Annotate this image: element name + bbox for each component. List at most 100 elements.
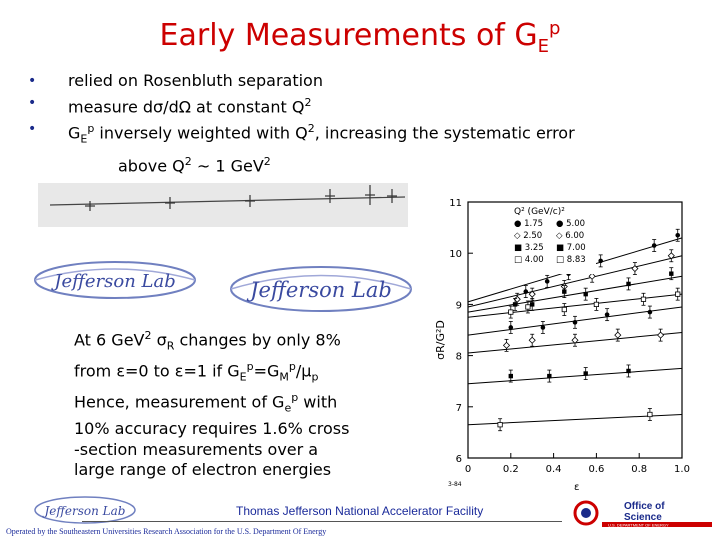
b3-sub: E	[80, 132, 88, 146]
logo-left-text: Jefferson Lab	[50, 271, 175, 292]
x-tick-label: 1.0	[674, 464, 690, 475]
y-axis-label: σR/G²D	[434, 320, 447, 360]
title-sub: E	[537, 36, 550, 57]
data-point	[572, 320, 578, 325]
b4-pre: above Q	[118, 156, 185, 176]
p1-post: changes by only 8%	[174, 330, 341, 350]
fit-line	[467, 367, 683, 385]
x-tick-label: 0	[465, 464, 471, 475]
legend-entry-right: ■ 7.00	[556, 243, 586, 253]
b3-sup: p	[87, 122, 95, 136]
data-point	[502, 341, 511, 349]
data-point	[528, 290, 536, 298]
b2-sup: 2	[304, 96, 312, 109]
x-tick-label: 0.4	[546, 464, 562, 475]
data-point	[571, 336, 579, 344]
bullet-3: • GEp inversely weighted with Q2, increa…	[28, 118, 668, 151]
data-point	[530, 302, 535, 307]
y-tick-label: 8	[456, 352, 462, 363]
footer-divider	[82, 521, 562, 522]
bullet-1-text: relied on Rosenbluth separation	[68, 71, 323, 90]
fit-line	[467, 413, 683, 426]
legend-entry-left: ◇ 2.50	[514, 231, 542, 241]
data-point	[598, 258, 603, 264]
data-point	[561, 306, 567, 313]
office-sub-text: U.S. DEPARTMENT OF ENERGY	[608, 522, 669, 527]
b3-g: G	[68, 123, 81, 143]
b2-post: at constant Q	[190, 97, 305, 117]
p2-sub1: E	[239, 370, 247, 384]
data-point	[508, 309, 514, 315]
data-point	[604, 312, 610, 317]
p1-pre: At 6 GeV	[74, 330, 145, 350]
data-point	[512, 302, 518, 307]
title-text: Early Measurements of G	[159, 18, 538, 53]
p3-sub: e	[284, 401, 292, 415]
strip-line	[49, 196, 406, 206]
plot-border	[467, 201, 683, 459]
p2-sup1: p	[246, 360, 254, 374]
office-top-text: Office of	[624, 501, 665, 512]
x-tick-label: 0.8	[631, 464, 647, 475]
legend-entry-left: □ 4.00	[514, 255, 544, 265]
data-point	[647, 411, 653, 418]
data-point	[631, 264, 639, 273]
legend-title: Q² (GeV/c)²	[514, 207, 565, 217]
data-point	[540, 325, 546, 330]
p2-post: /μ	[295, 361, 312, 381]
jefferson-lab-logo-center: Jefferson Lab	[230, 266, 412, 312]
strip-points	[85, 185, 397, 211]
background-strip-plot	[38, 183, 408, 227]
b2-sigma: σ	[153, 97, 164, 117]
data-point	[626, 368, 631, 374]
legend-entry-left: ■ 3.25	[514, 243, 544, 253]
data-point	[657, 331, 665, 339]
data-point	[562, 289, 567, 294]
x-tick-label: 0.6	[588, 464, 604, 475]
strip-bg	[38, 183, 408, 227]
page-title: Early Measurements of GEp	[0, 18, 720, 57]
title-sup: p	[549, 18, 561, 39]
bullet-dot-icon: •	[28, 95, 37, 111]
fit-line	[467, 255, 683, 308]
p2-sub3: p	[311, 370, 319, 384]
data-points	[497, 228, 681, 432]
bullet-dot-icon: •	[28, 73, 37, 89]
office-logo-icon	[573, 500, 599, 526]
data-point	[528, 336, 536, 344]
y-tick-label: 10	[449, 249, 462, 260]
y-tick-label: 7	[456, 403, 462, 414]
b2-mid: /d	[163, 97, 179, 117]
bullet-dot-icon: •	[28, 121, 37, 138]
p1-sub: R	[166, 339, 175, 353]
data-point	[667, 252, 675, 260]
jefferson-lab-logo-left: Jefferson Lab	[34, 261, 196, 299]
b3-mid: inversely weighted with Q	[94, 123, 308, 143]
p2-mid: =G	[253, 361, 280, 381]
legend-bg	[510, 204, 596, 274]
logo-center-text: Jefferson Lab	[246, 278, 392, 302]
bullet-3-continuation: above Q2 ~ 1 GeV2	[28, 151, 668, 177]
logo-footer-text: Jefferson Lab	[42, 504, 126, 518]
data-point	[626, 281, 631, 287]
data-point	[525, 304, 531, 310]
fit-line	[467, 293, 683, 318]
y-tick-label: 11	[449, 198, 462, 209]
y-tick-label: 6	[456, 454, 462, 465]
bullet-2: • measure dσ/dΩ at constant Q2	[28, 92, 668, 118]
data-point	[497, 422, 503, 428]
plot-legend: Q² (GeV/c)² ● 1.75 ● 5.00 ◇ 2.50 ◇ 6.00 ■ 3.2…	[510, 204, 596, 274]
para-line-2: from ε=0 to ε=1 if GEp=GMp/μp	[74, 357, 374, 388]
data-point	[523, 289, 529, 294]
data-point	[651, 243, 657, 248]
p1-sup: 2	[144, 329, 152, 342]
p3-sup: p	[291, 391, 299, 405]
x-tick-label: 0.2	[503, 464, 519, 475]
office-bottom-text: Science	[624, 512, 662, 523]
p2-sub2: M	[279, 370, 289, 384]
p3-pre: Hence, measurement of G	[74, 392, 285, 412]
fit-line	[467, 275, 683, 313]
footer-operator-text: Operated by the Southeastern Universitie…	[6, 527, 327, 536]
legend-entry-right: ◇ 6.00	[556, 231, 584, 241]
footer-facility-name: Thomas Jefferson National Accelerator Fa…	[236, 504, 484, 518]
